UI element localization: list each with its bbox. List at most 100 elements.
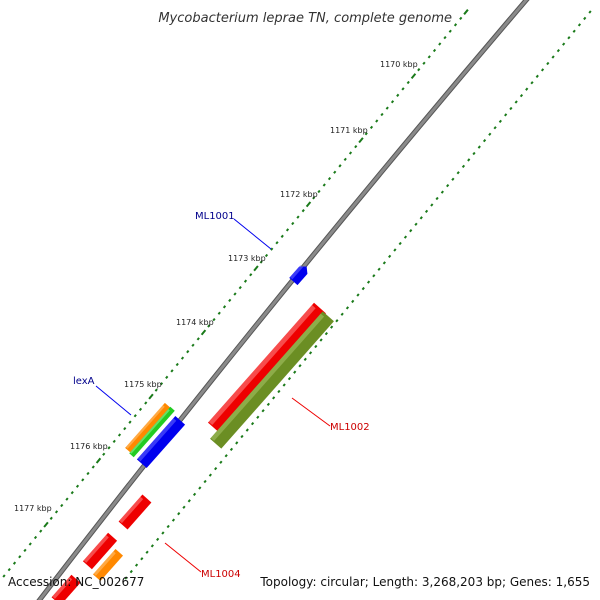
tick-mark bbox=[261, 409, 265, 413]
tick-mark bbox=[266, 402, 270, 406]
kbp-label: 1173 kbp bbox=[228, 254, 266, 263]
tick-mark bbox=[414, 222, 418, 226]
tick-mark bbox=[240, 434, 244, 439]
tick-mark bbox=[208, 473, 212, 477]
tick-mark bbox=[148, 393, 154, 400]
leader-line bbox=[95, 385, 132, 416]
tick-mark bbox=[451, 177, 455, 181]
tick-mark bbox=[343, 157, 347, 162]
tick-mark bbox=[312, 196, 316, 200]
tick-mark bbox=[556, 48, 560, 53]
tick-mark bbox=[86, 471, 90, 476]
tick-mark bbox=[588, 10, 592, 14]
tick-mark bbox=[438, 42, 442, 46]
tick-mark bbox=[540, 68, 545, 72]
gene-green-lexa bbox=[129, 406, 175, 458]
tick-mark bbox=[259, 260, 263, 264]
tick-mark bbox=[229, 447, 234, 452]
tick-mark bbox=[23, 548, 27, 553]
tick-mark bbox=[446, 184, 450, 188]
tick-mark bbox=[530, 81, 534, 85]
tick-mark bbox=[424, 209, 429, 214]
tick-mark bbox=[235, 441, 239, 445]
tick-mark bbox=[280, 234, 284, 238]
tick-mark bbox=[514, 100, 518, 104]
leader-line bbox=[233, 218, 272, 250]
tick-mark bbox=[140, 557, 144, 561]
gene-red-lower-body bbox=[82, 532, 118, 570]
tick-mark bbox=[525, 87, 529, 91]
gene-ml1004 bbox=[118, 494, 152, 530]
tick-mark bbox=[150, 544, 154, 548]
tick-mark bbox=[319, 338, 323, 342]
gene-lexa-highlight bbox=[137, 418, 177, 462]
tick-mark bbox=[170, 369, 174, 373]
tick-mark bbox=[192, 492, 197, 497]
tick-mark bbox=[488, 132, 492, 136]
tick-mark bbox=[12, 561, 17, 565]
tick-mark bbox=[275, 241, 279, 245]
tick-mark bbox=[165, 375, 169, 379]
tick-mark bbox=[322, 183, 326, 187]
kbp-label: 1177 kbp bbox=[14, 504, 52, 513]
tick-mark bbox=[33, 535, 38, 540]
tick-mark bbox=[145, 550, 149, 554]
tick-mark bbox=[2, 574, 6, 578]
tick-mark bbox=[417, 68, 421, 72]
tick-mark bbox=[519, 93, 524, 98]
gene-lexa-body bbox=[136, 415, 186, 469]
tick-mark bbox=[410, 73, 417, 80]
tick-mark bbox=[577, 23, 582, 27]
tick-mark bbox=[186, 350, 190, 354]
tick-mark bbox=[567, 36, 571, 40]
gene-green-lexa-highlight bbox=[129, 409, 170, 454]
tick-mark bbox=[175, 362, 179, 367]
gene-features bbox=[51, 265, 334, 600]
tick-mark bbox=[327, 176, 332, 181]
tick-mark bbox=[214, 467, 218, 471]
gene-red-bottom-body bbox=[51, 574, 81, 600]
gene-ml1004-highlight bbox=[119, 496, 144, 524]
tick-mark bbox=[196, 337, 200, 341]
tick-mark bbox=[498, 119, 502, 123]
tick-mark bbox=[345, 306, 350, 310]
tick-mark bbox=[161, 531, 165, 535]
tick-mark bbox=[177, 512, 181, 516]
tick-mark bbox=[509, 106, 513, 111]
tick-mark bbox=[459, 16, 463, 21]
tick-mark bbox=[477, 145, 481, 149]
tick-mark bbox=[166, 524, 170, 529]
tick-mark bbox=[443, 35, 447, 40]
tick-mark bbox=[364, 132, 368, 136]
tick-mark bbox=[256, 415, 260, 419]
tick-mark bbox=[375, 119, 379, 123]
tick-mark bbox=[217, 311, 221, 315]
gene-green-lexa-body bbox=[129, 406, 175, 458]
gene-red-bottom bbox=[51, 574, 81, 600]
tick-mark bbox=[372, 274, 376, 278]
gene-ml1002-olive-body bbox=[210, 311, 334, 449]
tick-mark bbox=[338, 164, 342, 168]
tick-mark bbox=[296, 215, 300, 219]
tick-mark bbox=[583, 16, 587, 21]
tick-mark bbox=[159, 382, 164, 386]
tick-mark bbox=[43, 521, 49, 528]
tick-mark bbox=[75, 484, 80, 488]
kbp-scale-labels: 1170 kbp 1171 kbp 1172 kbp 1173 kbp 1174 kbp… bbox=[14, 60, 418, 513]
tick-mark bbox=[191, 343, 195, 347]
tick-mark bbox=[222, 305, 227, 309]
tick-mark bbox=[562, 42, 566, 46]
tick-mark bbox=[493, 126, 497, 130]
tick-mark bbox=[340, 312, 344, 316]
tick-mark bbox=[102, 452, 106, 456]
tick-mark bbox=[250, 421, 255, 426]
gene-red-lower-highlight bbox=[83, 535, 109, 563]
tick-mark bbox=[233, 292, 237, 296]
tick-mark bbox=[382, 261, 386, 265]
tick-mark bbox=[461, 164, 466, 169]
tick-mark bbox=[200, 329, 207, 336]
tick-mark bbox=[117, 433, 122, 437]
tick-mark bbox=[354, 144, 358, 149]
tick-mark bbox=[546, 61, 550, 66]
